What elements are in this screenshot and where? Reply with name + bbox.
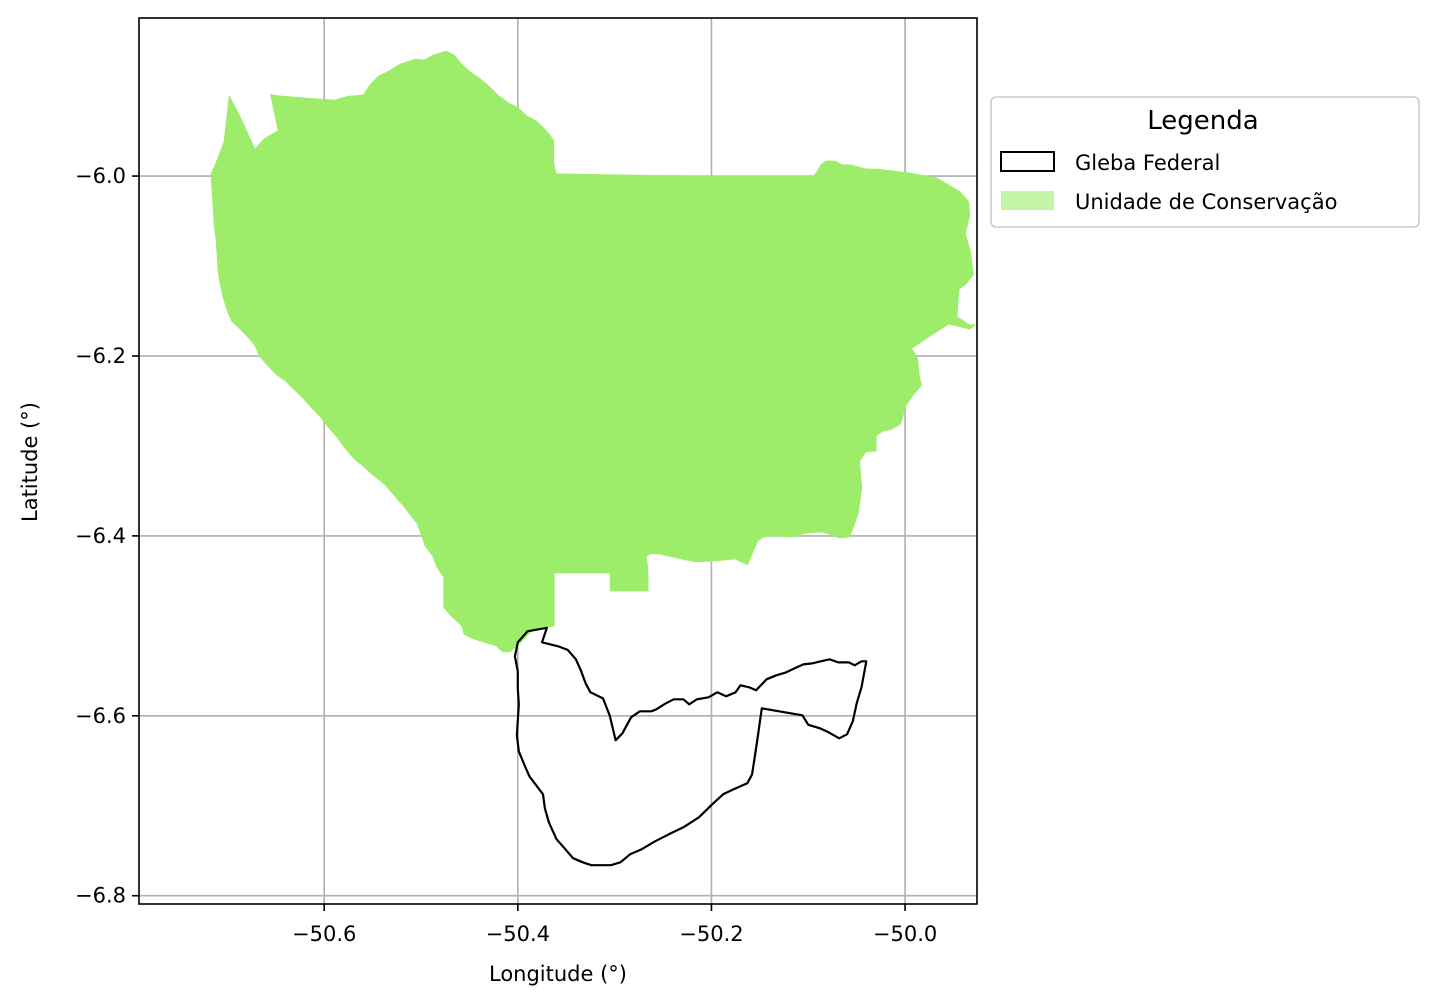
x-axis-label: Longitude (°) <box>489 962 627 986</box>
y-axis-label: Latitude (°) <box>18 402 42 522</box>
y-tick-label: −6.0 <box>75 164 126 188</box>
x-tick-label: −50.2 <box>679 922 743 946</box>
y-tick-label: −6.8 <box>75 884 126 908</box>
legend-label-gleba-federal: Gleba Federal <box>1075 151 1220 175</box>
unidade-de-conservacao-polygon <box>210 50 977 653</box>
plot-frame <box>138 17 978 905</box>
legend-swatch-gleba-federal <box>1000 151 1055 172</box>
legend-swatch-unidade-de-conservacao <box>1001 191 1054 210</box>
x-tick-label: −50.6 <box>292 922 356 946</box>
legend-box <box>990 96 1420 228</box>
x-tick-label: −50.0 <box>873 922 937 946</box>
y-tick-label: −6.2 <box>75 344 126 368</box>
gleba-federal-outline <box>513 626 868 867</box>
y-tick-label: −6.4 <box>75 524 126 548</box>
legend-label-unidade-de-conservacao: Unidade de Conservação <box>1075 190 1337 214</box>
legend-title: Legenda <box>1147 106 1258 136</box>
legend: Legenda Gleba Federal Unidade de Conserv… <box>990 96 1420 228</box>
x-axis-ticks: −50.6 −50.4 −50.2 −50.0 <box>292 904 937 946</box>
y-axis-ticks: −6.0 −6.2 −6.4 −6.6 −6.8 <box>75 164 139 908</box>
y-tick-label: −6.6 <box>75 704 126 728</box>
x-tick-label: −50.4 <box>486 922 550 946</box>
